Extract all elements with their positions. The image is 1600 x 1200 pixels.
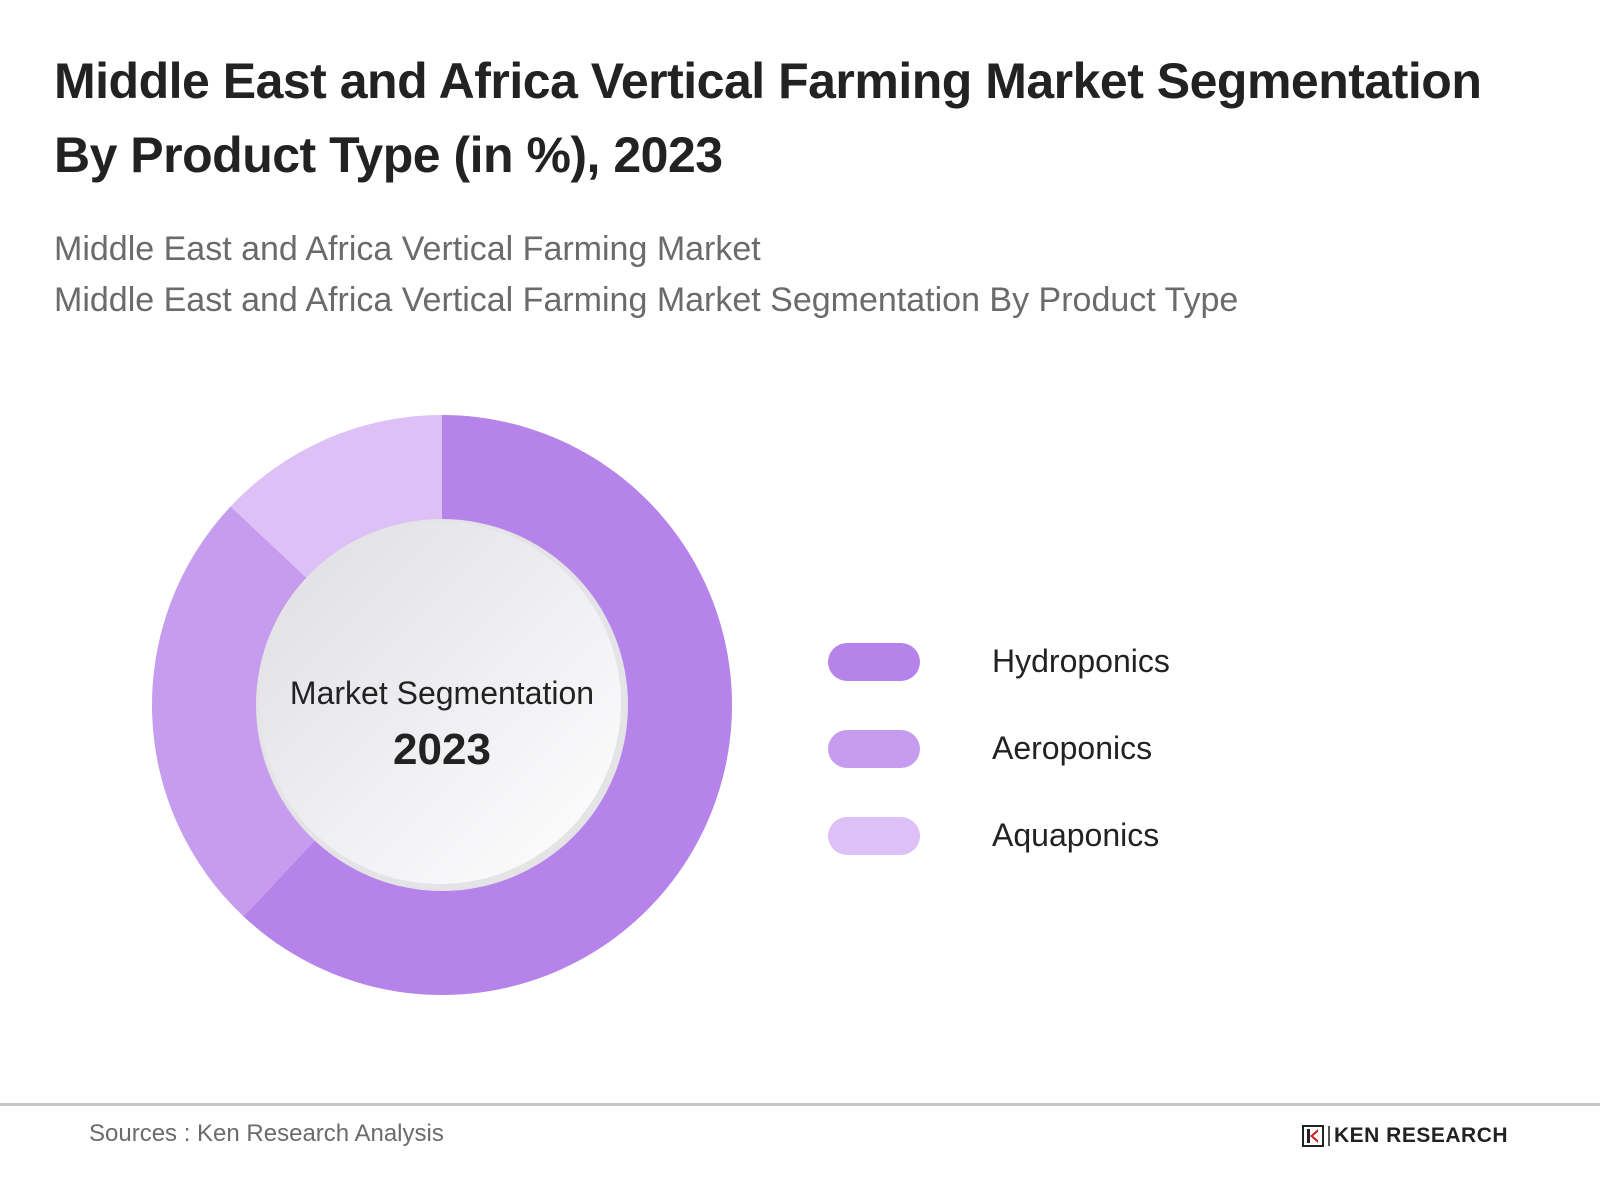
legend-label: Aquaponics [992,817,1160,853]
legend-item-aeroponics: Aeroponics [828,705,1170,792]
center-year: 2023 [393,725,491,774]
legend-label: Hydroponics [992,643,1170,679]
logo-text: KEN RESEARCH [1334,1124,1509,1147]
legend-swatch [828,642,920,681]
donut-chart: Market Segmentation 2023 [150,413,734,997]
donut-chart-svg [151,415,732,996]
subtitle-line2: Middle East and Africa Vertical Farming … [54,281,1239,319]
legend-item-aquaponics: Aquaponics [828,792,1170,879]
center-disc [259,522,621,884]
ken-research-logo: KEN RESEARCH [1302,1124,1508,1148]
sources-text: Sources : Ken Research Analysis [89,1120,444,1147]
chart-title: Middle East and Africa Vertical Farming … [54,44,1554,192]
logo-separator [1328,1126,1330,1146]
center-label: Market Segmentation [289,675,595,711]
footer-divider [0,1103,1600,1106]
ken-research-logo-icon [1302,1125,1324,1147]
legend: Hydroponics Aeroponics Aquaponics [828,618,1170,879]
subtitle-line1: Middle East and Africa Vertical Farming … [54,230,761,268]
legend-swatch [828,729,920,768]
legend-swatch [828,816,920,855]
chart-title-line2: By Product Type (in %), 2023 [54,127,723,183]
legend-item-hydroponics: Hydroponics [828,618,1170,705]
chart-title-line1: Middle East and Africa Vertical Farming … [54,53,1482,109]
chart-subtitle: Middle East and Africa Vertical Farming … [54,224,1238,326]
legend-label: Aeroponics [992,730,1153,766]
